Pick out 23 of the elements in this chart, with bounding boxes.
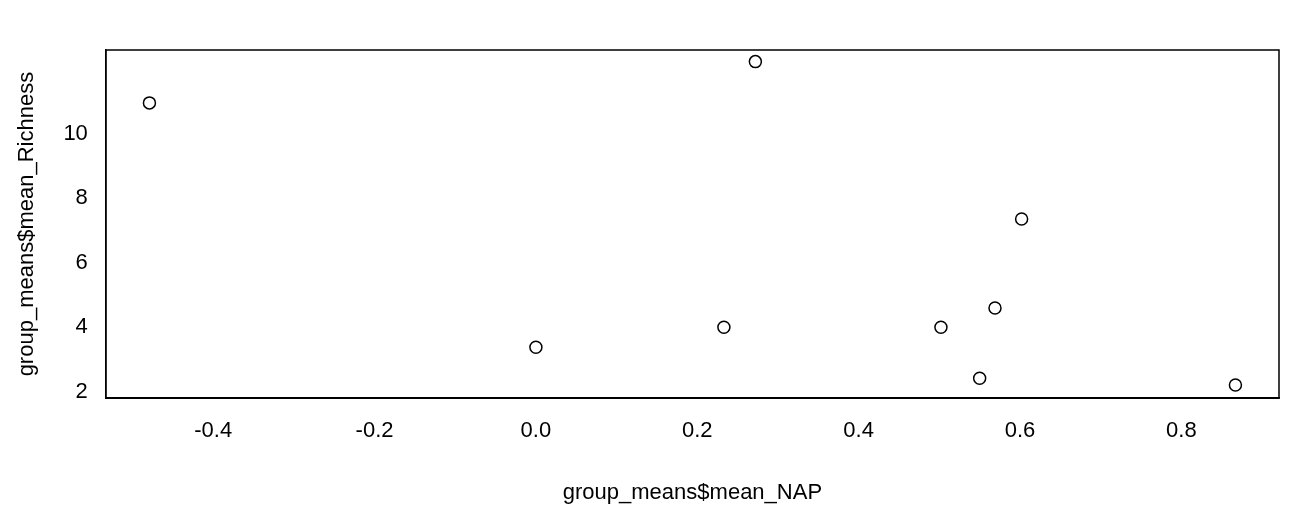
y-tick-label: 6 — [75, 248, 88, 274]
point — [529, 340, 543, 355]
x-tick-label: 0.6 — [1004, 417, 1036, 443]
x-tick-label: 0.0 — [520, 417, 552, 443]
x-tick-label: -0.2 — [355, 417, 394, 443]
y-tick-label: 10 — [63, 119, 88, 145]
x-tick-label: 0.4 — [843, 417, 874, 443]
x-tick-label: -0.4 — [194, 417, 233, 443]
y-tick-label: 2 — [75, 377, 88, 403]
point — [1228, 378, 1243, 392]
point — [1014, 212, 1029, 226]
x-axis-title: group_means$mean_NAP — [562, 478, 823, 504]
x-tick-label: 0.2 — [681, 417, 713, 443]
point — [142, 96, 157, 110]
y-tick-label: 4 — [75, 313, 88, 339]
point — [717, 320, 731, 335]
y-tick-label: 8 — [75, 184, 88, 210]
x-tick-label: 0.8 — [1166, 417, 1197, 443]
point — [748, 54, 763, 69]
point — [934, 320, 948, 335]
y-axis-title: group_means$mean_Richness — [13, 71, 39, 377]
point — [972, 371, 987, 385]
point — [988, 301, 1002, 315]
